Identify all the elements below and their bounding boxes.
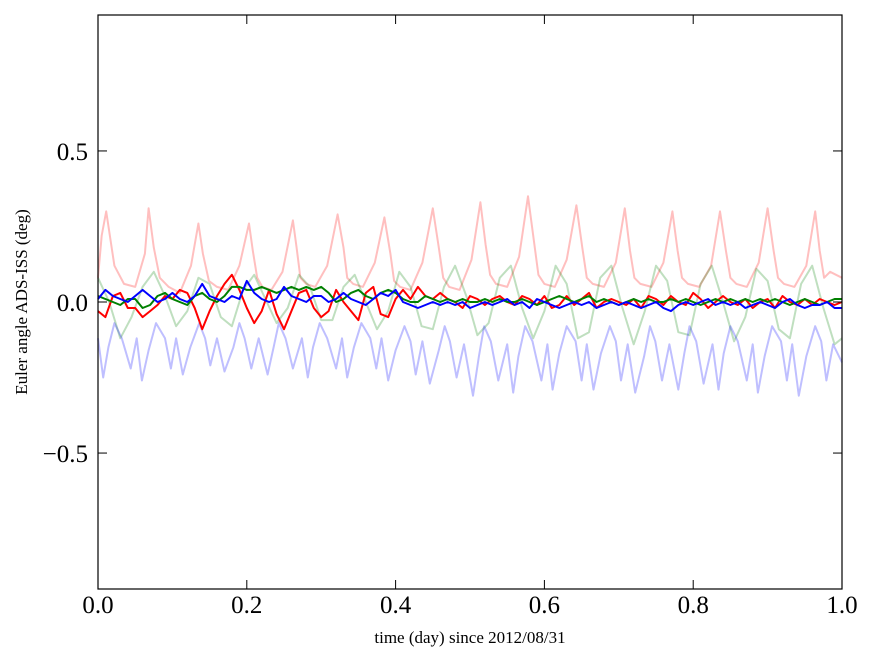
x-tick-label-4: 0.8 bbox=[678, 592, 709, 619]
x-tick-label-5: 1.0 bbox=[826, 592, 857, 619]
y-tick-label-1: 0.0 bbox=[57, 290, 88, 317]
series-line-3 bbox=[97, 322, 843, 397]
x-tick-label-2: 0.4 bbox=[380, 592, 412, 619]
ticks-layer: 0.0 0.2 0.4 0.6 0.8 1.0 −0.5 0.0 0.5 bbox=[43, 15, 858, 619]
series-line-2 bbox=[97, 264, 843, 346]
series-line-1 bbox=[97, 195, 843, 294]
series-line-6 bbox=[97, 279, 842, 313]
series-line-5 bbox=[97, 285, 842, 309]
y-tick-label-0: −0.5 bbox=[43, 441, 88, 468]
x-axis-label: time (day) since 2012/08/31 bbox=[374, 628, 565, 647]
x-tick-label-1: 0.2 bbox=[231, 592, 262, 619]
x-tick-label-0: 0.0 bbox=[82, 592, 113, 619]
y-tick-label-2: 0.5 bbox=[57, 139, 88, 166]
series-layer bbox=[97, 195, 843, 397]
x-tick-label-3: 0.6 bbox=[529, 592, 560, 619]
y-axis-label: Euler angle ADS-ISS (deg) bbox=[12, 209, 31, 395]
